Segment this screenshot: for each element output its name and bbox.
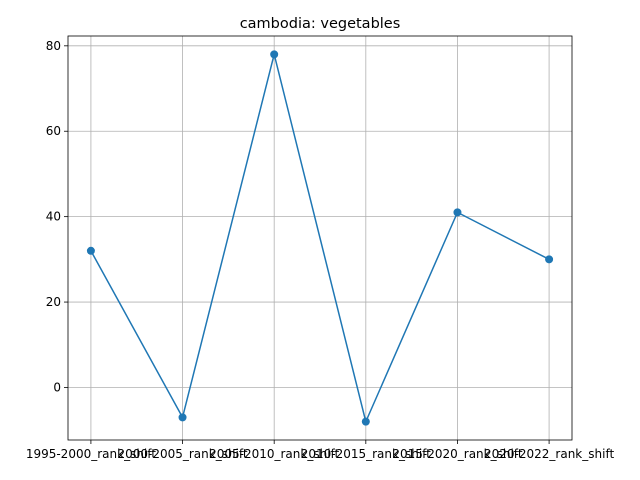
data-point <box>270 50 279 59</box>
chart-title: cambodia: vegetables <box>240 16 401 32</box>
series-line <box>90 53 550 423</box>
y-tick-label: 0 <box>53 380 61 394</box>
y-tick-label: 60 <box>46 124 61 138</box>
data-point <box>361 417 370 426</box>
x-tick-label: 1995-2000_rank_shift <box>26 447 156 461</box>
x-tick-label: 2015-2020_rank_shift <box>392 447 522 461</box>
grid <box>68 36 572 440</box>
axes: 1995-2000_rank_shift2000-2005_rank_shift… <box>26 35 614 461</box>
axes-frame <box>67 35 573 441</box>
data-point <box>86 246 95 255</box>
y-tick-label: 40 <box>46 210 61 224</box>
y-tick-label: 80 <box>46 39 61 53</box>
data-point <box>453 208 462 217</box>
x-tick-label: 2010-2015_rank_shift <box>301 447 431 461</box>
data-point <box>178 413 187 422</box>
x-tick-label: 2000-2005_rank_shift <box>117 447 247 461</box>
y-tick-label: 20 <box>46 295 61 309</box>
data-point <box>545 255 554 264</box>
x-tick-label: 2020-2022_rank_shift <box>484 447 614 461</box>
plot-area <box>86 50 554 426</box>
x-tick-label: 2005-2010_rank_shift <box>209 447 339 461</box>
